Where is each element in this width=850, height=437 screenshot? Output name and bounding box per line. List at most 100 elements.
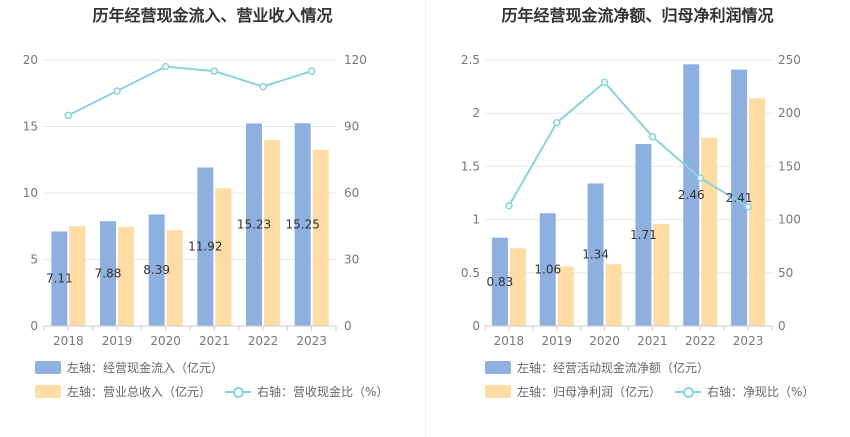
legend-swatch-revenue	[35, 385, 61, 398]
point-right-ratio-2020	[600, 78, 609, 87]
y-right-tick-label: 150	[778, 159, 801, 173]
bar-right-series1-2018	[509, 248, 526, 326]
bar-right-series0-2021	[635, 144, 652, 326]
bar-right-series0-2022	[683, 64, 700, 327]
data-label-right-2018: 0.83	[487, 275, 514, 289]
y-right-tick-label: 60	[344, 186, 359, 200]
data-label-right-2021: 1.71	[630, 228, 657, 242]
y-right-tick-label: 120	[344, 53, 367, 67]
x-tick-label: 2023	[733, 334, 764, 348]
y-left-tick-label: 2	[472, 106, 480, 120]
bar-right-series0-2020	[587, 183, 604, 326]
legend-label-net-profit[interactable]: 左轴：归母净利润（亿元）	[517, 385, 662, 399]
bar-right-series1-2021	[653, 223, 670, 326]
y-left-tick-label: 0.5	[461, 266, 480, 280]
chart-plot-right: 0 0.5 1 1.5 2 2.5 0 50 100 150 200 250 2018 2019 2020 2…	[461, 53, 801, 348]
point-right-ratio-2022	[696, 174, 704, 182]
bar-left-series1-2022	[264, 139, 280, 326]
x-tick-label: 2021	[199, 334, 230, 348]
legend-label-cash-inflow[interactable]: 左轴：经营现金流入（亿元）	[67, 361, 224, 375]
point-left-ratio-2022	[259, 82, 267, 91]
bar-left-series1-2020	[166, 230, 183, 326]
y-left-tick-label: 1	[472, 213, 480, 227]
x-tick-label: 2023	[296, 334, 327, 348]
point-left-ratio-2021	[210, 67, 219, 75]
y-left-tick-label: 0	[30, 319, 38, 333]
bar-left-series0-2023	[294, 123, 311, 326]
y-right-tick-label: 200	[778, 106, 801, 120]
point-left-ratio-2018	[64, 111, 73, 120]
chart-panel-left: 历年经营现金流入、营业收入情况 0 5 10 15 20 0 30 60 90 120 2018 20…	[23, 6, 389, 400]
data-label-left-2020: 8.39	[143, 263, 170, 277]
line-right-ratio	[508, 80, 749, 208]
y-left-tick-label: 5	[30, 253, 38, 267]
bar-right-series1-2022	[701, 137, 718, 326]
legend-label-cash-ratio[interactable]: 右轴：营收现金比（%）	[257, 385, 389, 399]
chart-panel-right: 历年经营现金流净额、归母净利润情况 0 0.5 1 1.5 2 2.5 0 50 100 150 2…	[425, 0, 850, 437]
x-tick-label: 2020	[150, 334, 181, 348]
y-right-tick-label: 100	[778, 213, 801, 227]
bar-left-series0-2019	[100, 221, 116, 326]
x-tick-label: 2022	[685, 334, 716, 348]
legend-swatch-net-cash-ratio	[675, 385, 702, 398]
bar-right-series0-2019	[539, 213, 556, 326]
x-tick-label: 2020	[589, 334, 620, 348]
point-right-ratio-2019	[553, 119, 561, 127]
data-label-right-2020: 1.34	[582, 248, 609, 262]
chart-title-left: 历年经营现金流入、营业收入情况	[92, 6, 333, 25]
data-label-left-2022: 15.23	[237, 218, 271, 232]
legend-row-right-1: 左轴：经营活动现金流净额（亿元）	[485, 359, 709, 376]
legend-label-net-cash[interactable]: 左轴：经营活动现金流净额（亿元）	[517, 361, 710, 375]
legend-label-net-cash-ratio[interactable]: 右轴：净现比（%）	[707, 385, 815, 399]
x-tick-label: 2018	[494, 334, 525, 348]
bar-left-series0-2021	[197, 167, 214, 326]
y-left-tick-label: 20	[23, 53, 38, 67]
line-left-ratio	[67, 65, 312, 117]
x-tick-label: 2019	[102, 334, 133, 348]
y-right-tick-label: 250	[778, 53, 801, 67]
y-left-tick-label: 10	[23, 186, 38, 200]
legend-row-right-2: 左轴：归母净利润（亿元） 右轴：净现比（%）	[485, 383, 814, 400]
data-label-left-2023: 15.25	[285, 218, 319, 232]
y-right-tick-label: 0	[778, 319, 786, 333]
x-tick-label: 2018	[53, 334, 84, 348]
bar-left-series1-2023	[312, 149, 329, 326]
legend-row-left-2: 左轴：营业总收入（亿元） 右轴：营收现金比（%）	[35, 383, 388, 400]
y-right-tick-label: 0	[344, 319, 352, 333]
bar-left-series0-2022	[246, 123, 262, 326]
bar-left-series1-2018	[69, 226, 86, 326]
panel-divider	[425, 0, 426, 437]
bar-right-series1-2020	[605, 264, 622, 326]
bar-right-series0-2018	[491, 237, 508, 326]
legend-swatch-net-profit	[485, 385, 511, 398]
point-right-ratio-2018	[505, 202, 513, 210]
point-right-ratio-2021	[648, 132, 657, 141]
x-tick-label: 2019	[541, 334, 572, 348]
point-left-ratio-2023	[307, 67, 316, 75]
data-label-left-2021: 11.92	[188, 240, 222, 254]
bar-left-series0-2018	[51, 231, 68, 326]
legend-swatch-cash-ratio	[225, 385, 252, 398]
legend-row-left-1: 左轴：经营现金流入（亿元）	[35, 359, 223, 376]
legend-label-revenue[interactable]: 左轴：营业总收入（亿元）	[67, 385, 212, 399]
data-label-right-2023: 2.41	[726, 191, 753, 205]
bar-left-series1-2019	[118, 226, 134, 326]
y-left-tick-label: 1.5	[461, 159, 480, 173]
y-right-tick-label: 90	[344, 120, 359, 134]
point-left-ratio-2020	[161, 62, 170, 71]
chart-title-right: 历年经营现金流净额、归母净利润情况	[501, 6, 774, 25]
bar-right-series1-2019	[557, 266, 574, 326]
bar-right-series1-2023	[749, 98, 766, 326]
data-label-left-2018: 7.11	[46, 272, 73, 286]
legend-swatch-net-cash	[485, 361, 511, 374]
bar-left-series1-2021	[215, 188, 232, 326]
data-label-right-2019: 1.06	[534, 263, 561, 277]
y-left-tick-label: 0	[472, 319, 480, 333]
legend-swatch-cash-inflow	[35, 361, 61, 374]
chart-plot-left: 0 5 10 15 20 0 30 60 90 120 2018 2019 2020 2021 2022 20…	[23, 53, 367, 348]
point-left-ratio-2019	[113, 87, 121, 95]
data-label-left-2019: 7.88	[95, 267, 122, 281]
x-tick-label: 2022	[248, 334, 279, 348]
data-label-right-2022: 2.46	[678, 188, 705, 202]
y-right-tick-label: 50	[778, 266, 793, 280]
